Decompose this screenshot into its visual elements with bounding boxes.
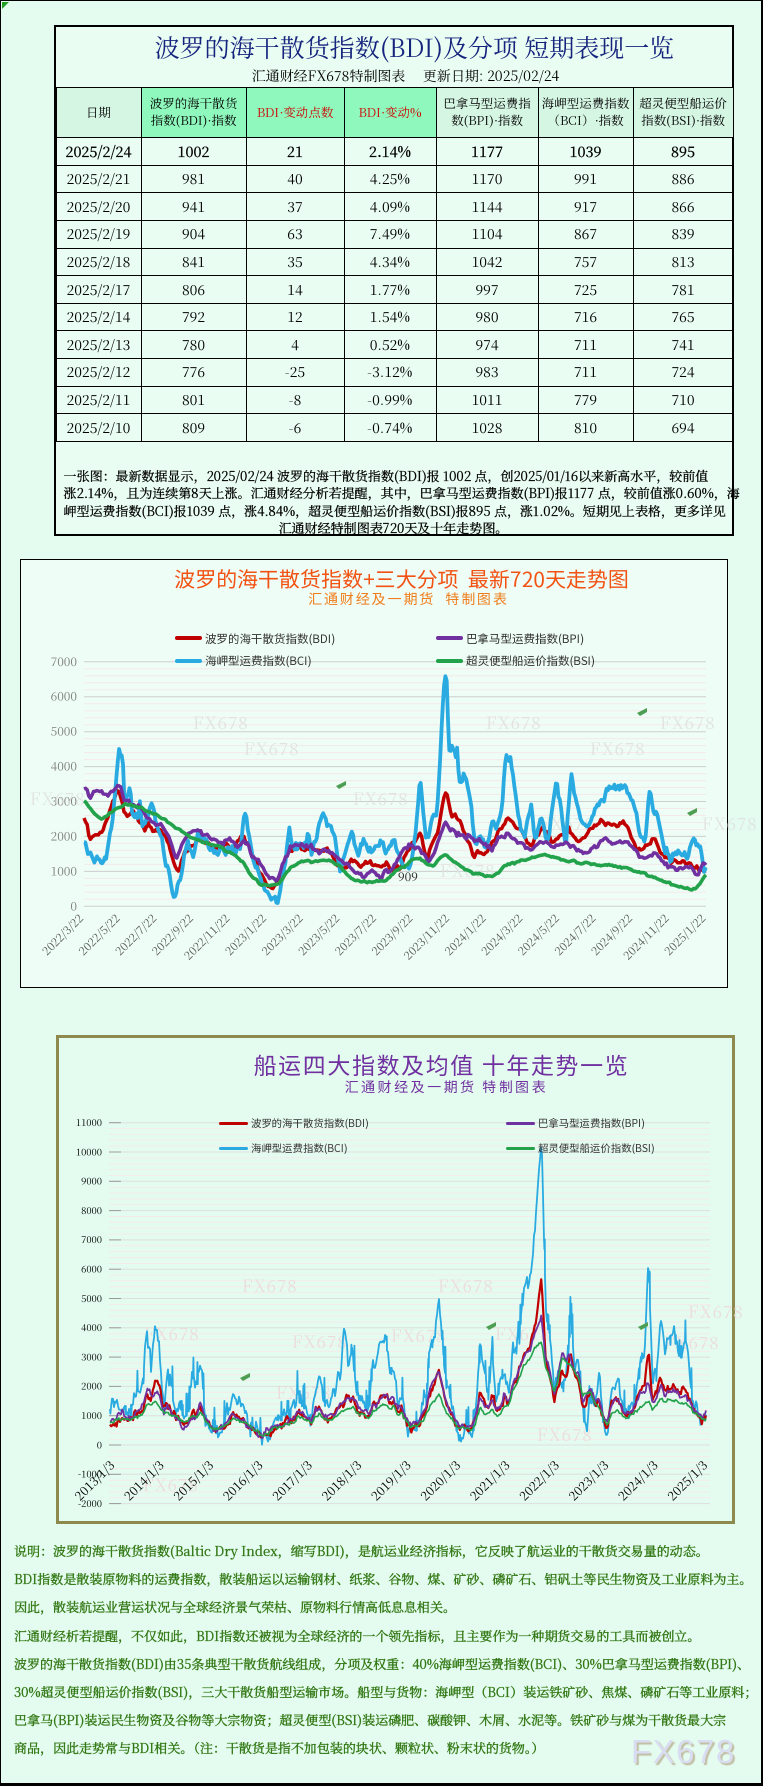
svg-text:7000: 7000 [81, 1232, 102, 1246]
svg-text:11000: 11000 [76, 1115, 102, 1129]
svg-text:FX678: FX678 [590, 735, 646, 760]
svg-text:0: 0 [97, 1437, 102, 1451]
svg-text:2000: 2000 [81, 1379, 102, 1393]
svg-text:FX678: FX678 [353, 785, 409, 810]
svg-text:FX678: FX678 [688, 1298, 744, 1323]
svg-text:5000: 5000 [81, 1291, 102, 1305]
svg-text:-1000: -1000 [78, 1467, 102, 1481]
svg-text:FX678: FX678 [193, 709, 249, 734]
svg-text:8000: 8000 [81, 1203, 102, 1217]
svg-text:9000: 9000 [81, 1174, 102, 1188]
svg-text:3000: 3000 [51, 793, 78, 810]
svg-text:FX678: FX678 [660, 709, 716, 734]
svg-text:10000: 10000 [76, 1144, 102, 1158]
svg-text:FX678: FX678 [242, 1272, 298, 1297]
svg-text:1000: 1000 [81, 1408, 102, 1422]
svg-text:0: 0 [70, 897, 77, 914]
svg-text:FX678: FX678 [143, 1471, 199, 1496]
svg-text:909: 909 [398, 868, 418, 885]
svg-text:5000: 5000 [51, 723, 78, 740]
svg-text:4000: 4000 [81, 1320, 102, 1334]
svg-text:6000: 6000 [81, 1262, 102, 1276]
svg-text:FX678: FX678 [144, 1320, 200, 1345]
svg-text:FX678: FX678 [244, 735, 300, 760]
svg-text:FX678: FX678 [292, 1328, 348, 1353]
svg-text:3000: 3000 [81, 1349, 102, 1363]
svg-text:4000: 4000 [51, 758, 78, 775]
svg-text:7000: 7000 [51, 653, 78, 670]
svg-text:2000: 2000 [51, 827, 78, 844]
svg-text:6000: 6000 [51, 688, 78, 705]
svg-text:FX678: FX678 [391, 1322, 447, 1347]
svg-text:FX678: FX678 [438, 1272, 494, 1297]
svg-text:-2000: -2000 [78, 1496, 102, 1510]
svg-text:FX678: FX678 [495, 1320, 551, 1345]
svg-text:FX678: FX678 [486, 709, 542, 734]
svg-text:FX678: FX678 [702, 810, 758, 835]
svg-text:FX678: FX678 [537, 1421, 593, 1446]
svg-text:FX678: FX678 [30, 785, 86, 810]
svg-text:1000: 1000 [51, 862, 78, 879]
